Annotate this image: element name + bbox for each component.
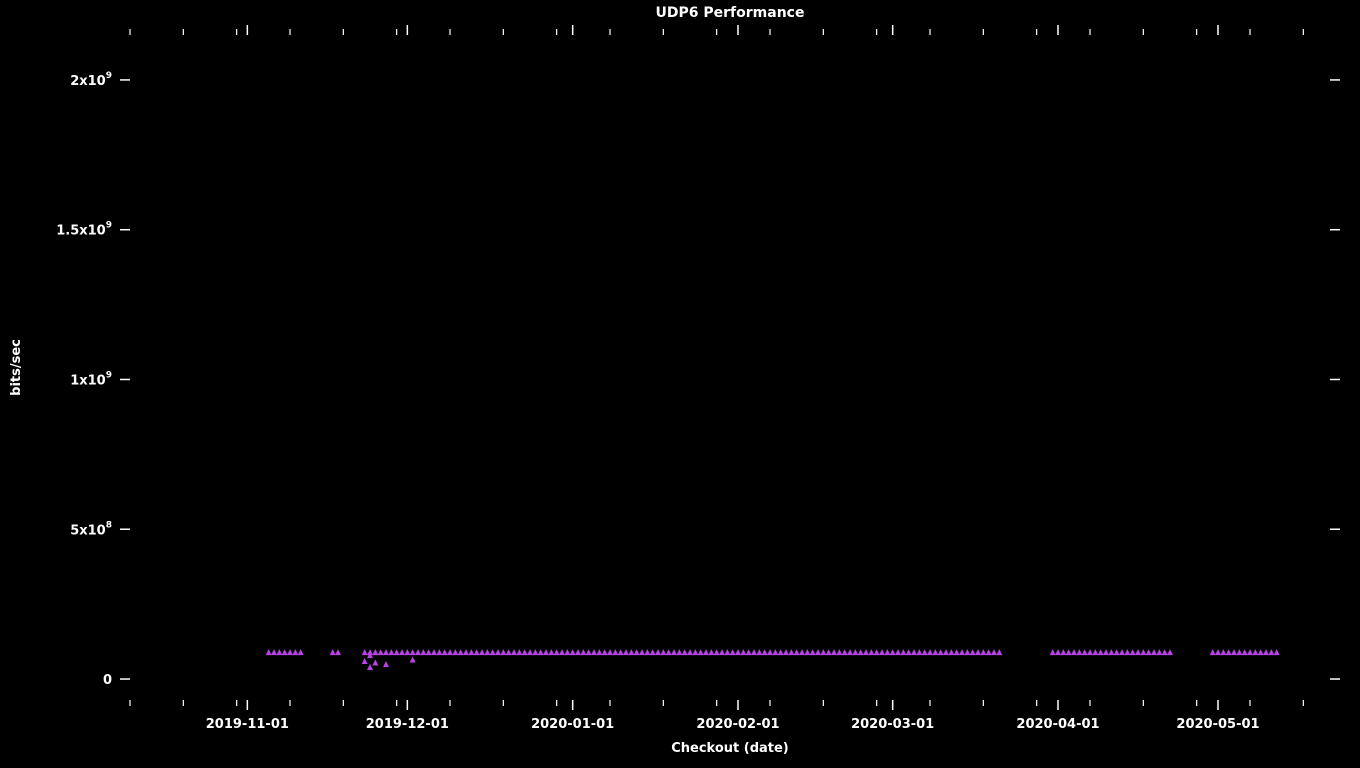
- x-tick-label: 2020-05-01: [1176, 717, 1259, 732]
- chart-title: UDP6 Performance: [656, 5, 805, 21]
- x-tick-label: 2020-01-01: [531, 717, 614, 732]
- x-tick-label: 2019-11-01: [206, 717, 289, 732]
- x-tick-label: 2020-04-01: [1016, 717, 1099, 732]
- x-tick-label: 2019-12-01: [366, 717, 449, 732]
- y-tick-label: 5x108: [70, 520, 112, 538]
- x-axis-label: Checkout (date): [671, 741, 789, 756]
- y-tick-label: 1.5x109: [56, 221, 112, 239]
- y-axis-label: bits/sec: [9, 339, 24, 396]
- y-tick-label: 0: [103, 673, 112, 688]
- y-tick-label: 1x109: [70, 370, 112, 388]
- x-tick-label: 2020-03-01: [851, 717, 934, 732]
- udp6-performance-chart: UDP6 Performance 0 5x108 1x109 1.5x109 2x109 b…: [0, 0, 1360, 768]
- y-tick-label: 2x109: [70, 71, 112, 89]
- x-tick-label: 2020-02-01: [696, 717, 779, 732]
